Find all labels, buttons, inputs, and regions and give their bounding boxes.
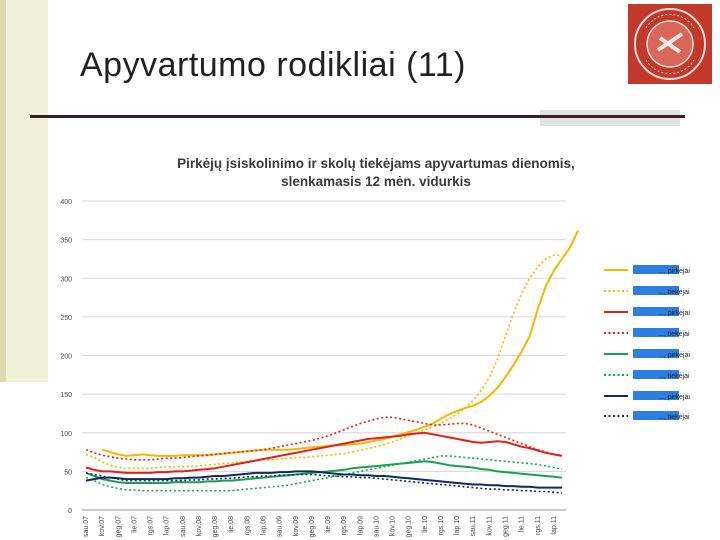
legend-label-3: ..., pirkėjai [658, 310, 690, 317]
legend-label-redaction [633, 286, 679, 295]
left-accent-edge [0, 0, 6, 382]
x-tick-label: kov.08 [196, 516, 203, 536]
x-tick-label: rgs.08 [244, 516, 251, 536]
y-tick-label: 0 [68, 508, 72, 515]
x-tick-label: kov.11 [486, 516, 493, 536]
x-tick-label: rgs.10 [438, 516, 445, 536]
legend-label-4: ..., tiekėjai [658, 331, 690, 338]
x-tick-label: lap.07 [164, 516, 171, 535]
y-tick-label: 200 [60, 354, 72, 361]
y-tick-label: 300 [60, 276, 72, 283]
series-line-3 [85, 431, 563, 474]
legend-label-redaction [633, 328, 679, 337]
legend-label-redaction [633, 411, 679, 420]
x-tick-label: rgs.09 [341, 516, 348, 536]
x-tick-label: rgs.11 [535, 516, 542, 535]
x-tick-label: kov.09 [293, 516, 300, 536]
legend-label-redaction [633, 349, 679, 358]
x-tick-label: sau.09 [277, 516, 284, 537]
legend-label-redaction [633, 265, 679, 274]
y-tick-label: 50 [64, 469, 72, 476]
x-tick-label: geg.08 [212, 516, 219, 538]
x-tick-label: lie.10 [422, 516, 429, 533]
legend-label-redaction [633, 391, 679, 400]
x-tick-label: lie.08 [228, 516, 235, 533]
university-seal-icon [628, 4, 712, 84]
y-tick-label: 250 [60, 315, 72, 322]
x-tick-label: lap.09 [357, 516, 364, 535]
x-tick-label: geg.07 [115, 516, 122, 538]
x-tick-label: rgs.07 [148, 516, 155, 536]
left-accent-bar [0, 0, 48, 382]
chart-title-line2: slenkamasis 12 mėn. vidurkis [281, 174, 471, 189]
x-tick-label: kov.07 [99, 516, 106, 536]
x-tick-label: lap.11 [551, 516, 558, 535]
series-line-8 [85, 472, 563, 494]
legend-label-1: ..., pirkėjai [658, 268, 690, 275]
x-tick-label: sau.08 [180, 516, 187, 537]
chart-legend: ..., pirkėjai ..., tiekėjai ..., pirkėjai.… [604, 265, 690, 421]
legend-label-5: ..., pirkėjai [658, 352, 690, 359]
series-line-4 [85, 416, 563, 461]
x-tick-label: sau.10 [373, 516, 380, 537]
series-line-2 [85, 254, 562, 470]
title-rule-shadow [540, 110, 680, 126]
x-tick-label: sau.07 [83, 516, 90, 537]
x-tick-label: geg.10 [406, 516, 413, 538]
y-tick-label: 100 [60, 431, 72, 438]
chart-title-line1: Pirkėjų įsiskolinimo ir skolų tiekėjams … [177, 156, 575, 171]
x-tick-label: geg.11 [503, 516, 510, 537]
x-tick-label: geg.09 [309, 516, 316, 538]
chart-axes: 0 50 100 150 200 250 300 350 400 sau.07 kov.07 geg.… [60, 199, 558, 537]
legend-label-6: ..., tiekėjai [658, 373, 690, 380]
legend-label-2: ..., tiekėjai [658, 289, 690, 296]
chart-grid [82, 200, 566, 511]
legend-label-7: ..., pirkėjai [658, 394, 690, 401]
x-tick-label: lap.08 [261, 516, 268, 535]
y-tick-label: 350 [60, 238, 72, 245]
series-line-7 [85, 470, 562, 489]
x-tick-label: lie.07 [131, 516, 138, 533]
x-tick-label: sau.11 [470, 516, 477, 537]
series-line-6 [85, 455, 563, 492]
title-rule [30, 115, 685, 118]
x-tick-label: lie.11 [519, 516, 526, 532]
x-tick-label: lap.10 [454, 516, 461, 535]
y-tick-label: 150 [60, 392, 72, 399]
chart-series [85, 229, 580, 494]
legend-label-redaction [633, 307, 679, 316]
legend-label-8: ..., tiekėjai [658, 414, 690, 421]
series-line-1 [101, 229, 580, 457]
x-tick-label: kov.10 [390, 516, 397, 536]
legend-label-redaction [633, 370, 679, 379]
slide-title: Apyvartumo rodikliai (11) [80, 46, 467, 84]
x-tick-label: lie.09 [325, 516, 332, 533]
y-tick-label: 400 [60, 199, 72, 206]
title-area [48, 0, 548, 100]
